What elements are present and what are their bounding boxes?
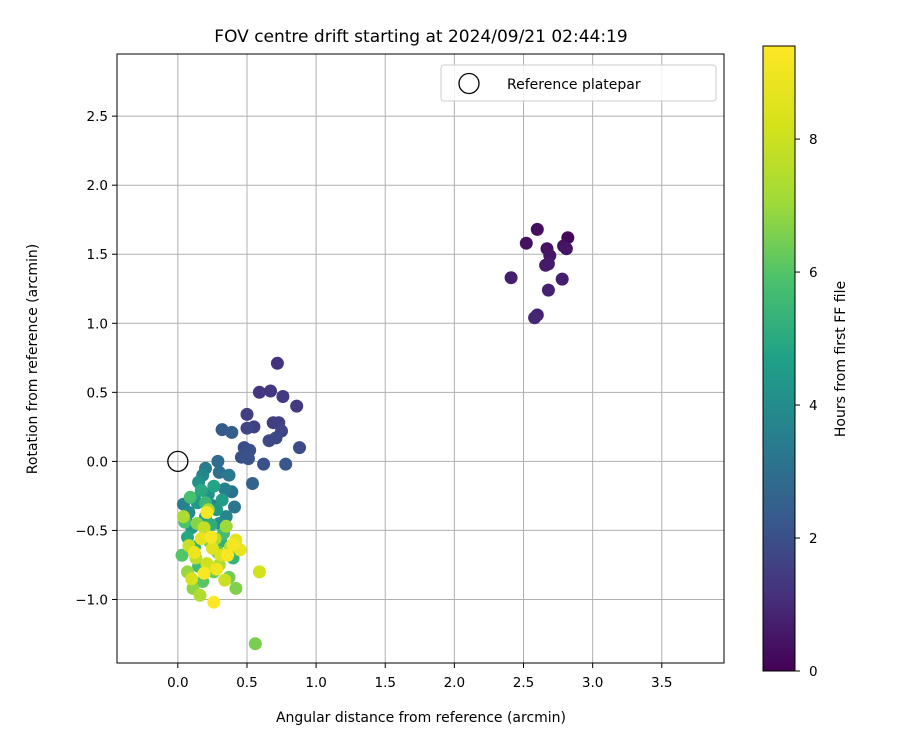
scatter-point [555,272,569,286]
y-axis-label: Rotation from reference (arcmin) [25,244,41,474]
x-tick-label: 1.5 [374,675,395,691]
x-tick-label: 0.0 [167,675,188,691]
scatter-points [175,222,575,651]
y-tick-label: −0.5 [75,523,108,539]
colorbar-label: Hours from first FF file [833,281,849,437]
scatter-point [246,477,259,490]
scatter-point [219,519,233,533]
scatter-point [528,311,542,325]
x-tick-label: 3.0 [582,675,603,691]
scatter-point [530,222,544,236]
y-tick-label: 0.5 [87,385,108,401]
x-tick-label: 2.0 [444,675,465,691]
x-axis-label: Angular distance from reference (arcmin) [276,710,566,726]
plot-frame [116,53,725,664]
scatter-point [176,510,190,524]
scatter-point [221,548,235,562]
colorbar-tick-label: 4 [809,398,818,414]
legend-box [440,64,717,102]
scatter-point [279,457,293,471]
scatter-point [559,242,573,256]
scatter-point [183,490,197,504]
scatter-point [197,566,211,580]
scatter-point [248,637,262,651]
colorbar: 0 2 4 6 8 Hours from first FF file [762,45,849,680]
y-tick-label: 0.0 [87,454,108,470]
colorbar-tick-label: 0 [809,664,818,680]
scatter-point [269,431,283,445]
scatter-point [264,384,277,398]
scatter-point [207,479,221,493]
chart-title: FOV centre drift starting at 2024/09/21 … [214,27,627,47]
scatter-point [541,283,555,297]
y-tick-label: 2.0 [87,178,108,194]
scatter-point [193,588,207,602]
colorbar-tick-label: 6 [809,265,818,281]
scatter-point [194,483,208,497]
scatter-point [175,548,189,562]
scatter-point [210,562,224,576]
scatter-point [519,236,533,250]
scatter-point [218,482,232,496]
colorbar-gradient [763,46,795,671]
scatter-point [229,581,243,595]
scatter-point [290,399,304,413]
y-axis-ticks: −1.0 −0.5 0.0 0.5 1.0 1.5 2.0 2.5 [75,109,117,608]
scatter-point [185,572,199,586]
legend-label: Reference platepar [507,77,641,93]
scatter-point [187,546,201,559]
legend: Reference platepar [440,64,717,102]
scatter-point [240,421,254,435]
y-tick-label: 1.0 [87,316,108,332]
scatter-point [204,530,218,544]
colorbar-ticks: 0 2 4 6 8 [795,132,818,680]
x-axis-ticks: 0.0 0.5 1.0 1.5 2.0 2.5 3.0 3.5 [167,663,673,691]
y-tick-label: 1.5 [87,247,108,263]
scatter-point [200,506,214,519]
scatter-point [194,532,208,546]
scatter-point [240,407,254,421]
reference-marker [167,450,189,473]
scatter-point [197,521,211,535]
scatter-point [211,454,225,468]
x-tick-label: 0.5 [236,675,257,691]
scatter-point [228,500,241,514]
scatter-point [541,257,555,271]
scatter-point [276,390,290,403]
colorbar-tick-label: 2 [809,531,818,547]
scatter-point [226,537,240,551]
x-tick-label: 2.5 [513,675,534,691]
scatter-point [270,356,284,370]
x-tick-label: 1.0 [305,675,326,691]
scatter-point [257,457,271,471]
legend-marker-icon [458,72,480,95]
scatter-point [207,595,221,609]
colorbar-frame [762,45,796,672]
y-tick-label: 2.5 [87,109,108,125]
y-tick-label: −1.0 [75,592,108,608]
scatter-point [293,441,306,455]
scatter-point [222,468,236,482]
colorbar-tick-label: 8 [809,132,818,148]
x-tick-label: 3.5 [651,675,672,691]
scatter-point [241,452,255,466]
scatter-point [252,385,266,399]
scatter-point [215,493,229,507]
scatter-point [504,271,518,285]
scatter-point [225,425,239,439]
scatter-point [205,541,219,555]
scatter-point [218,573,232,587]
scatter-point [252,565,266,579]
